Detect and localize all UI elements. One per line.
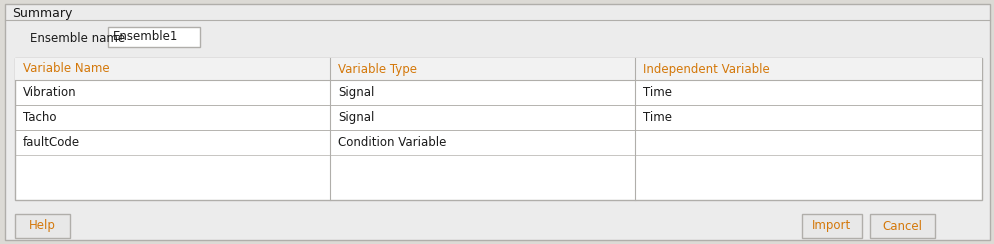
- Text: Ensemble1: Ensemble1: [113, 30, 178, 43]
- Text: Ensemble name: Ensemble name: [30, 31, 125, 44]
- Text: Cancel: Cancel: [882, 220, 921, 233]
- Bar: [108, 27, 200, 47]
- Text: Vibration: Vibration: [23, 86, 77, 99]
- Text: Help: Help: [29, 220, 56, 233]
- Text: Independent Variable: Independent Variable: [642, 62, 769, 75]
- Text: Import: Import: [811, 220, 851, 233]
- Bar: [869, 214, 934, 238]
- Bar: [801, 214, 861, 238]
- Text: Time: Time: [642, 86, 671, 99]
- Text: faultCode: faultCode: [23, 136, 81, 149]
- Text: Tacho: Tacho: [23, 111, 57, 124]
- Text: Signal: Signal: [338, 111, 374, 124]
- Text: Variable Type: Variable Type: [338, 62, 416, 75]
- Text: Time: Time: [642, 111, 671, 124]
- Bar: [15, 58, 981, 80]
- Bar: [15, 214, 70, 238]
- Text: Signal: Signal: [338, 86, 374, 99]
- Text: Summary: Summary: [12, 7, 73, 20]
- Text: Variable Name: Variable Name: [23, 62, 109, 75]
- Bar: [15, 58, 981, 200]
- Text: Condition Variable: Condition Variable: [338, 136, 446, 149]
